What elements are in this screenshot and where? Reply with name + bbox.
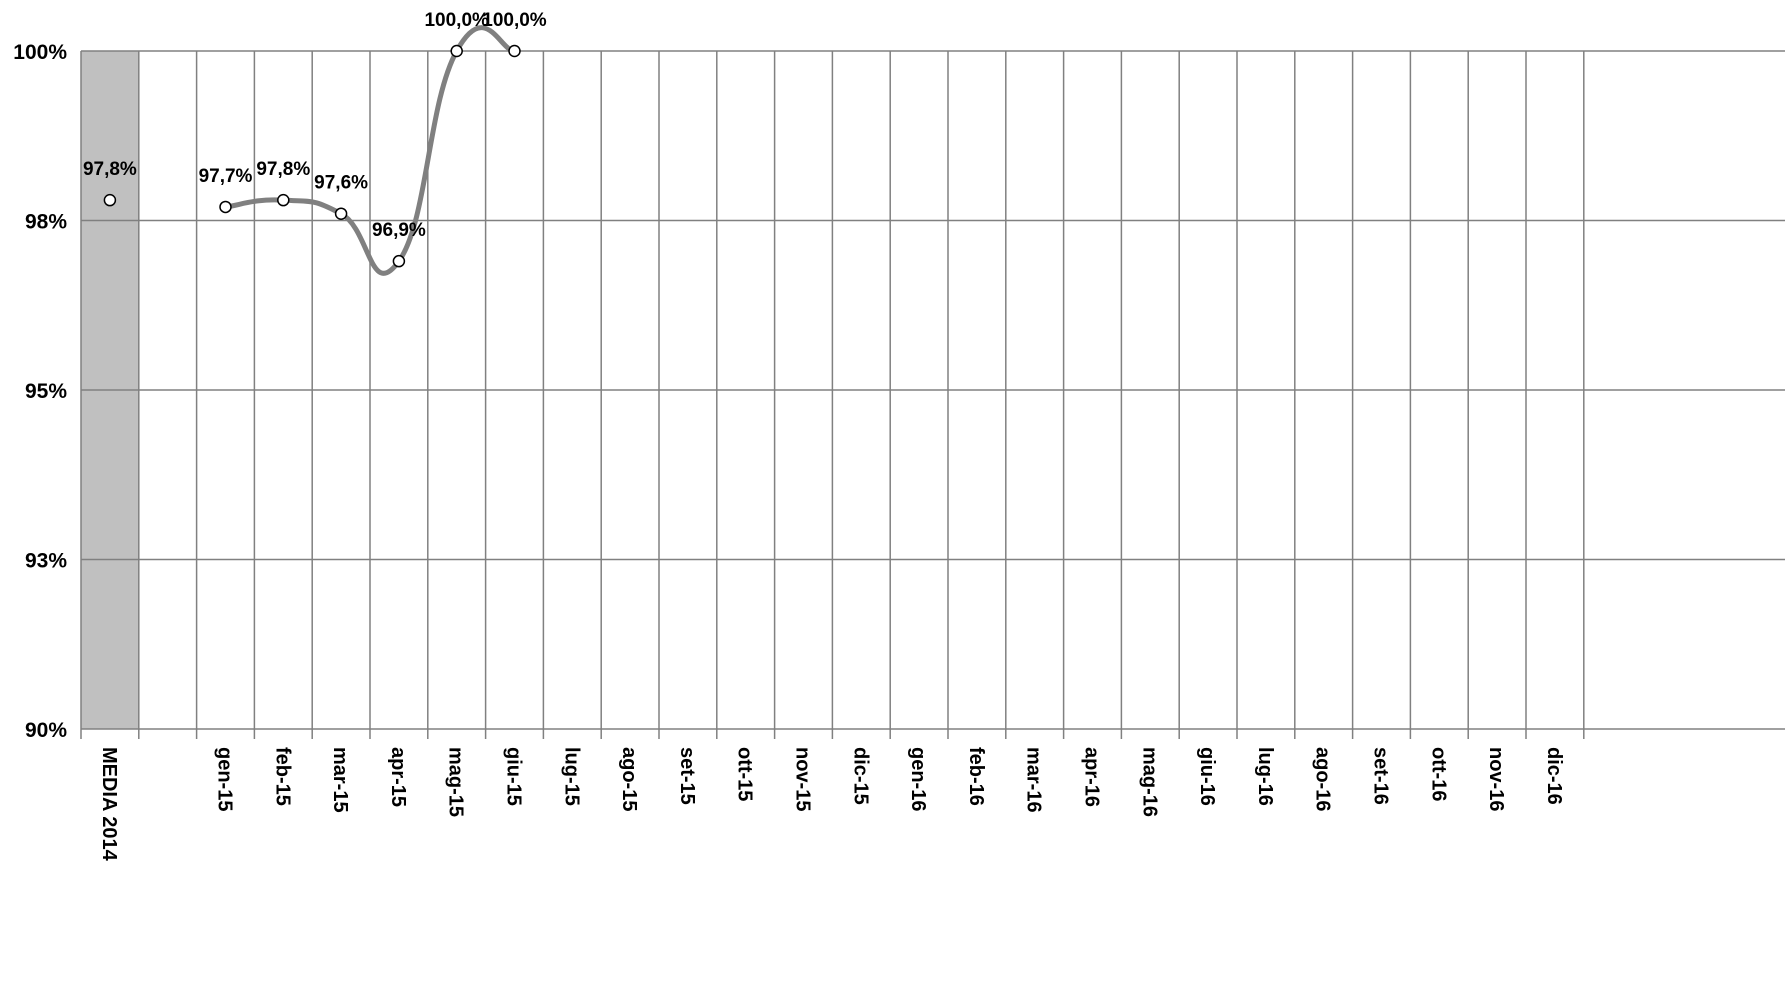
data-point	[334, 207, 348, 220]
y-tick-label: 90%	[25, 719, 67, 742]
y-tick-label: 95%	[25, 380, 67, 403]
x-tick-label: set-15	[676, 747, 698, 805]
x-tick-label: feb-16	[965, 747, 987, 806]
x-tick-label: lug-16	[1254, 747, 1276, 806]
y-tick-label: 98%	[25, 211, 67, 234]
x-tick-label: lug-15	[560, 747, 582, 806]
x-tick-label: giu-16	[1196, 747, 1218, 806]
x-tick-label: ott-16	[1427, 747, 1449, 801]
data-label: 100,0%	[482, 10, 547, 31]
x-tick-label: nov-15	[792, 747, 814, 811]
x-tick-label: gen-16	[907, 747, 929, 811]
x-tick-label: ago-15	[618, 747, 640, 811]
x-tick-label: gen-15	[214, 747, 236, 811]
x-tick-label: MEDIA 2014	[98, 747, 120, 862]
data-label: 100,0%	[424, 10, 489, 31]
x-tick-label: mag-16	[1138, 747, 1160, 817]
x-tick-label: ott-15	[734, 747, 756, 801]
data-label: 97,7%	[199, 166, 253, 187]
data-labels: 97,8% 97,7% 97,8%97,6%96,9%100,0%100,0%	[83, 10, 547, 241]
x-tick-label: nov-16	[1485, 747, 1507, 811]
x-tick-label: feb-15	[271, 747, 293, 806]
y-tick-label: 93%	[25, 550, 67, 573]
data-label: 97,8%	[256, 159, 310, 180]
x-axis: MEDIA 2014 gen-15 feb-15 mar-15 apr-15 mag-15…	[98, 747, 1565, 862]
x-tick-label: mag-15	[445, 747, 467, 817]
data-label: 97,8%	[83, 159, 137, 180]
x-tick-label: apr-15	[387, 747, 409, 807]
data-point	[277, 193, 290, 207]
x-tick-label: mar-16	[1023, 747, 1045, 813]
data-label: 96,9%	[372, 220, 426, 241]
x-tick-label: ago-16	[1312, 747, 1334, 811]
data-point	[103, 193, 117, 207]
data-point	[508, 44, 521, 58]
gridlines	[80, 50, 1785, 739]
x-tick-label: dic-15	[849, 747, 871, 805]
data-point	[392, 254, 406, 268]
y-tick-label: 100%	[13, 41, 67, 64]
y-axis: 90% 93% 95% 98% 100%	[13, 41, 67, 742]
x-tick-label: set-16	[1370, 747, 1392, 805]
data-points	[103, 44, 521, 268]
data-point	[450, 44, 463, 58]
x-tick-label: mar-15	[329, 747, 351, 813]
data-point	[219, 200, 232, 214]
x-tick-label: apr-16	[1081, 747, 1103, 807]
data-label: 97,6%	[314, 173, 368, 194]
x-tick-label: giu-15	[503, 747, 525, 806]
x-tick-label: dic-16	[1543, 747, 1565, 805]
